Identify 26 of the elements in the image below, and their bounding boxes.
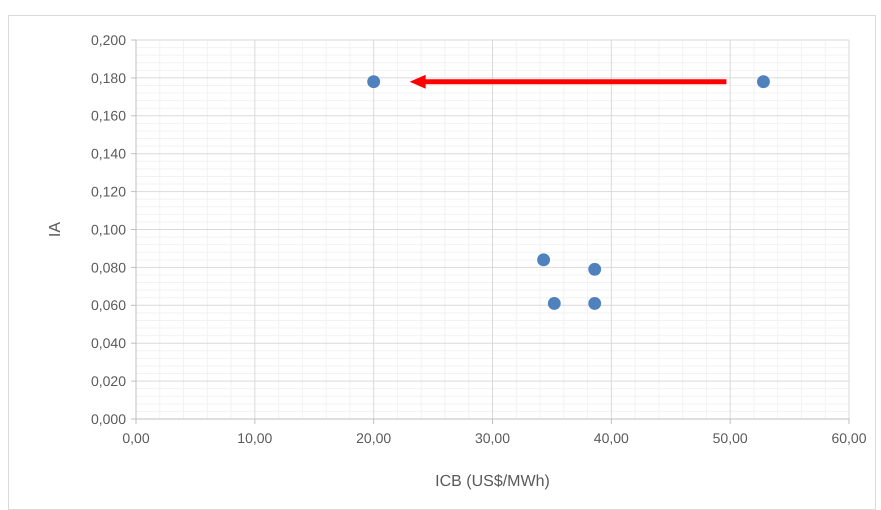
y-tick-label: 0,180 <box>90 70 126 86</box>
y-tick-label: 0,140 <box>90 146 126 162</box>
x-axis-title: ICB (US$/MWh) <box>435 473 550 490</box>
x-tick-label: 30,00 <box>474 430 510 446</box>
point <box>367 75 380 88</box>
y-tick-label: 0,000 <box>90 410 126 427</box>
y-tick-label: 0,080 <box>90 259 126 276</box>
point <box>588 262 602 276</box>
y-axis-title: IA <box>47 222 64 238</box>
y-tick-label: 0,160 <box>90 108 126 124</box>
x-tick-label: 0,00 <box>122 430 150 446</box>
x-tick-label: 20,00 <box>356 430 392 446</box>
y-tick-label: 0,100 <box>90 221 126 238</box>
x-tick-label: 10,00 <box>237 430 273 446</box>
x-tick-label: 60,00 <box>831 430 867 446</box>
x-tick-label: 50,00 <box>712 430 748 446</box>
point <box>588 296 602 310</box>
x-tick-label: 40,00 <box>594 430 630 446</box>
point <box>537 253 550 266</box>
y-tick-label: 0,040 <box>90 335 126 352</box>
y-tick-label: 0,120 <box>90 184 126 200</box>
y-tick-label: 0,200 <box>90 32 126 48</box>
y-tick-label: 0,020 <box>90 373 126 389</box>
y-tick-label: 0,060 <box>90 297 126 314</box>
point <box>548 296 561 310</box>
point <box>757 75 770 88</box>
